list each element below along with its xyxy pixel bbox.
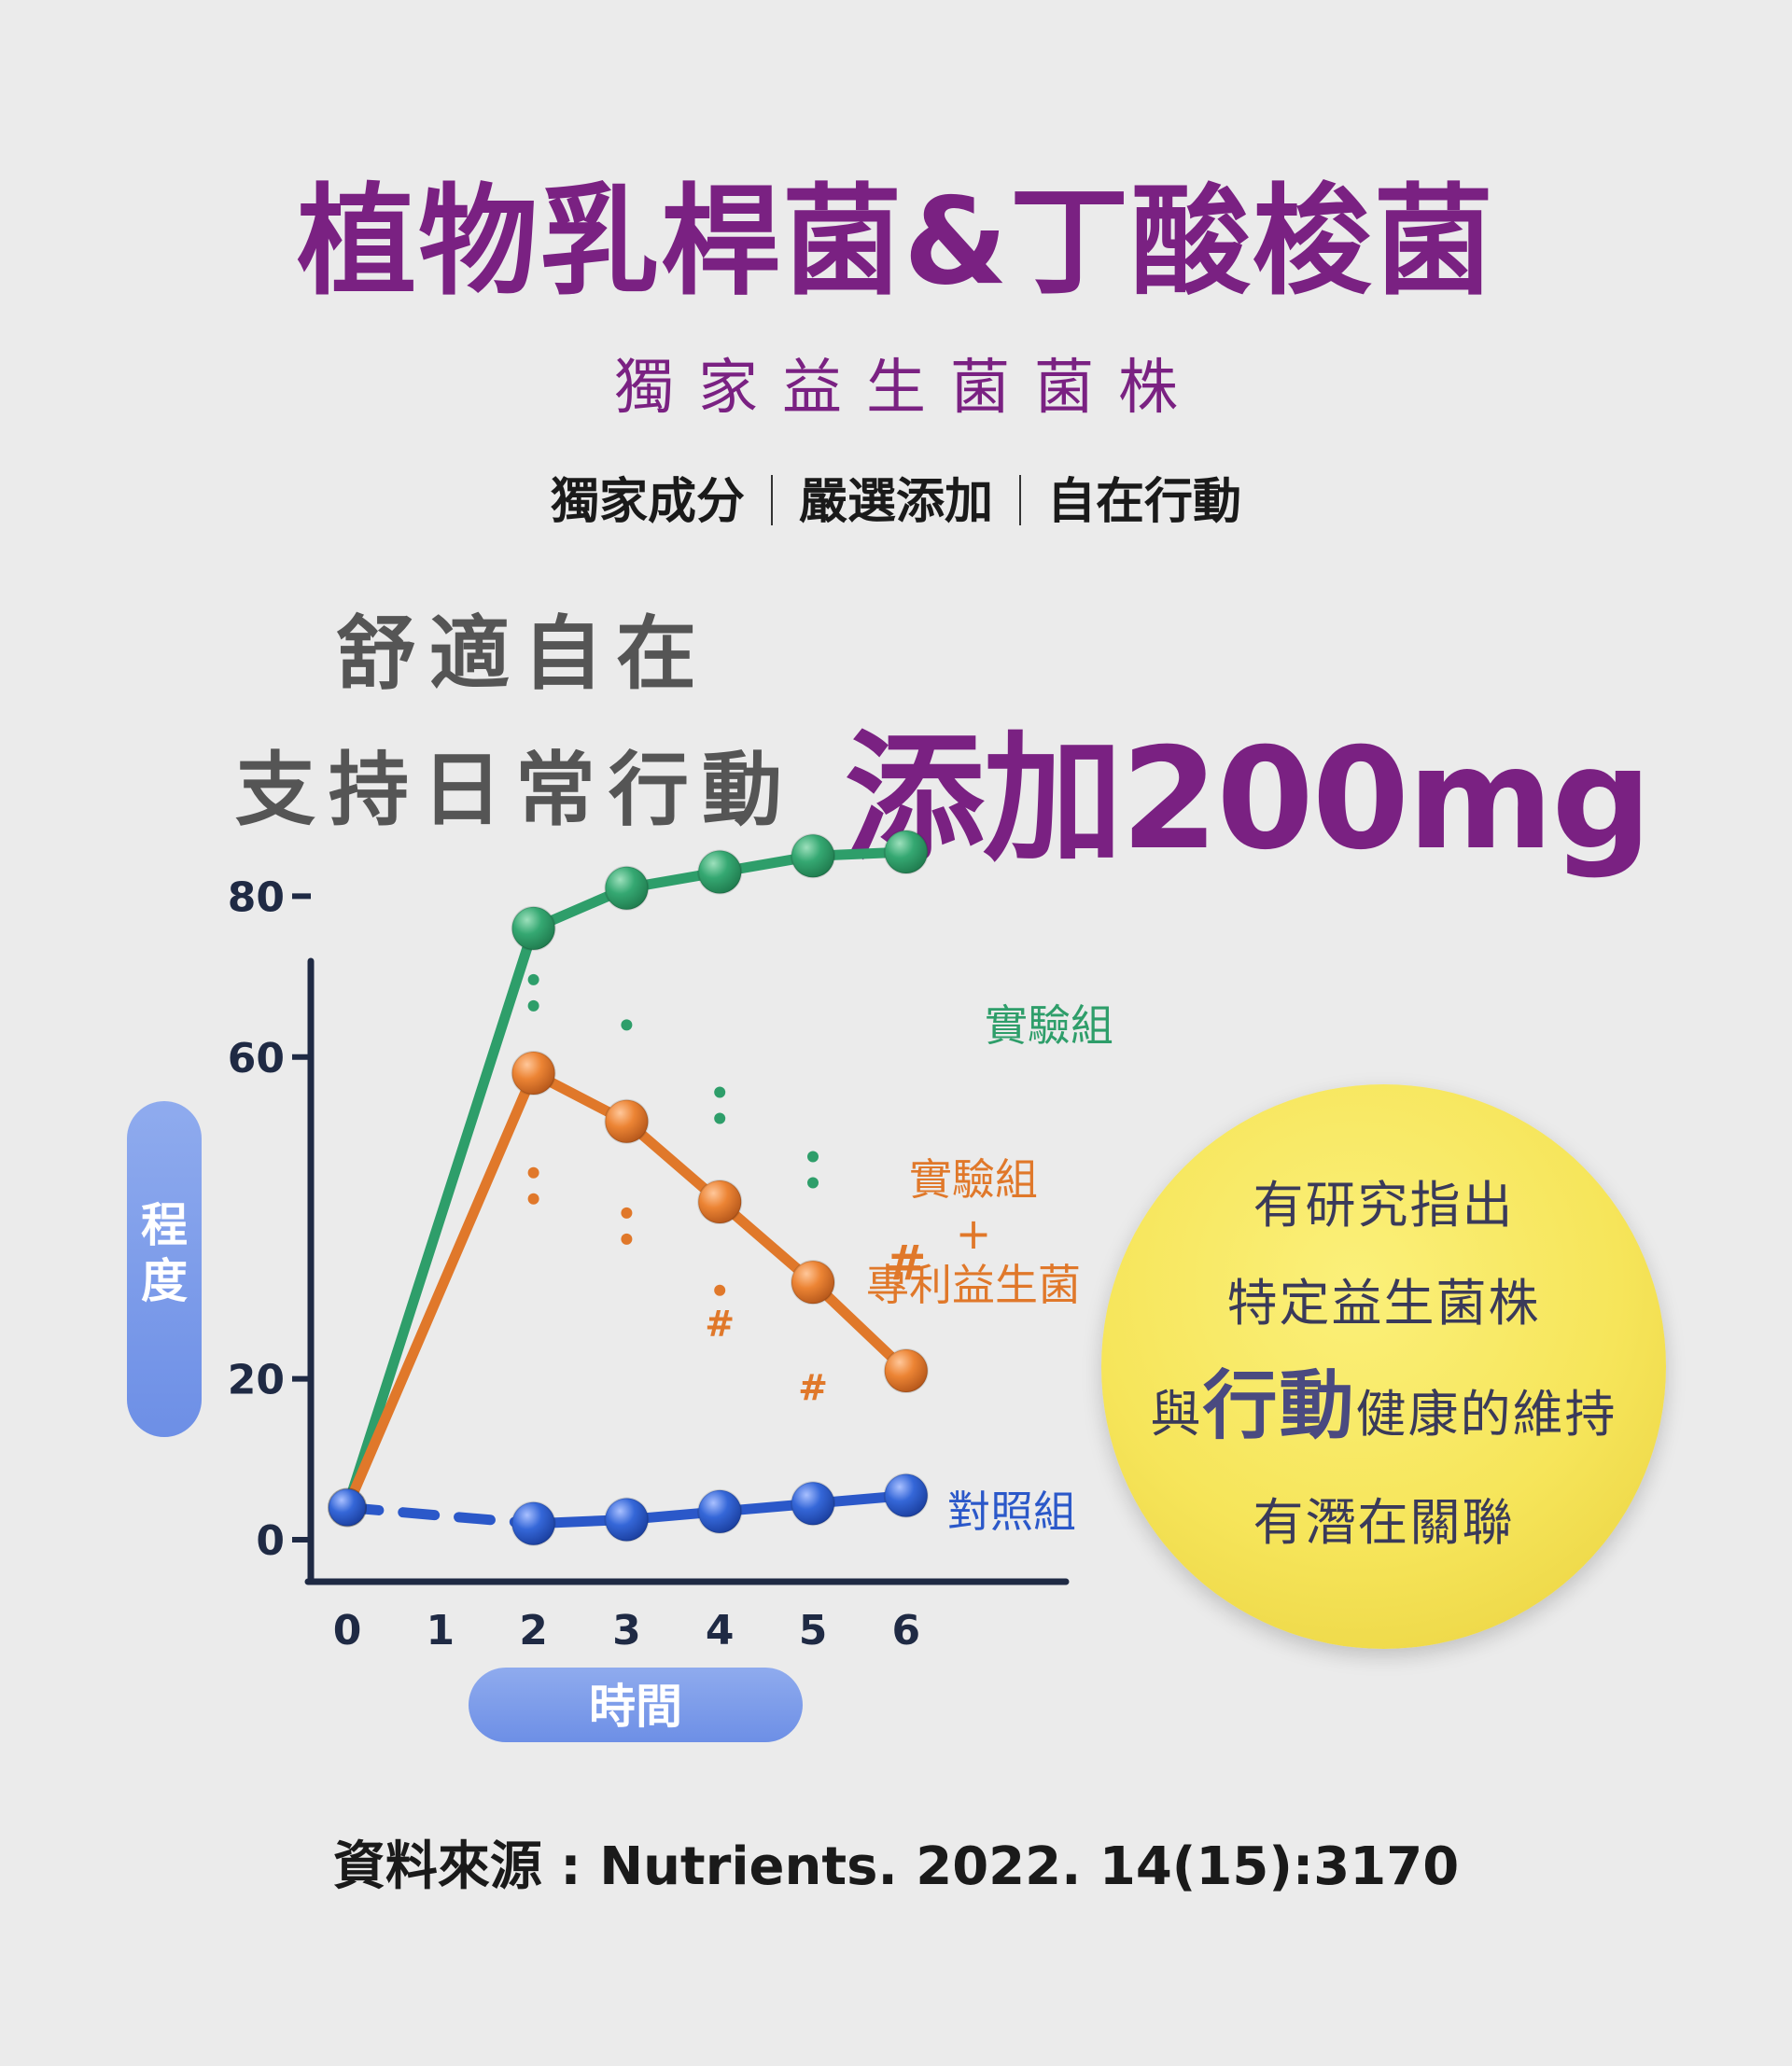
significance-hash: # xyxy=(705,1303,735,1344)
legend-series-1: 實驗組 xyxy=(985,1000,1113,1051)
significance-dot xyxy=(714,1284,726,1296)
x-tick-label: 2 xyxy=(519,1607,548,1654)
significance-dot xyxy=(527,999,539,1012)
y-tick-label: 60 xyxy=(228,1035,285,1082)
y-tick-label: 80 xyxy=(228,873,285,921)
x-tick-label: 1 xyxy=(426,1607,455,1654)
headline-highlight: 添加200mg xyxy=(845,719,1652,881)
legend-series-2: 專利益生菌 xyxy=(866,1260,1081,1310)
series-line-segment xyxy=(342,923,539,1514)
chart-axes: 0 20 60 80 0 1 2 3 4 5 6 xyxy=(228,873,1070,1654)
significance-dot xyxy=(621,1019,633,1031)
x-tick-label: 0 xyxy=(333,1607,362,1654)
chart-series-points xyxy=(328,829,929,1546)
data-point xyxy=(511,1051,556,1096)
data-point xyxy=(697,849,743,895)
x-axis-label: 時間 xyxy=(589,1680,682,1734)
page-title: 植物乳桿菌&丁酸梭菌 xyxy=(297,173,1495,312)
significance-dot xyxy=(807,1151,819,1163)
series-line-segment xyxy=(342,1502,539,1529)
series-line-segment xyxy=(342,1068,539,1514)
tagline-item: 嚴選添加 xyxy=(798,474,993,530)
legend-series-2: + xyxy=(956,1208,992,1259)
data-point xyxy=(604,1098,650,1144)
data-point xyxy=(328,1487,367,1528)
headline-line-2: 支持日常行動 xyxy=(235,744,795,837)
significance-dot xyxy=(527,973,539,985)
significance-dot xyxy=(527,1166,539,1179)
y-tick-label: 0 xyxy=(256,1517,285,1565)
significance-dot xyxy=(527,1193,539,1205)
tagline: 獨家成分 嚴選添加 自在行動 xyxy=(0,462,1792,532)
significance-dot xyxy=(714,1112,726,1124)
callout-line-3-pre: 與 xyxy=(1150,1385,1203,1444)
chart-annotations: # # # xyxy=(527,973,927,1408)
data-point xyxy=(791,1481,835,1527)
callout-line-3-post: 健康的維持 xyxy=(1355,1385,1617,1444)
tagline-divider xyxy=(1019,475,1021,525)
x-axis-pill xyxy=(469,1668,803,1742)
significance-dot xyxy=(807,1177,819,1189)
y-axis-pill xyxy=(127,1101,202,1437)
significance-dot xyxy=(714,1086,726,1098)
tagline-item: 自在行動 xyxy=(1047,474,1242,530)
tagline-item: 獨家成分 xyxy=(550,474,745,530)
callout-emphasis: 行動 xyxy=(1202,1362,1356,1449)
legend-series-3: 對照組 xyxy=(947,1487,1076,1537)
data-point xyxy=(511,905,556,951)
callout-line-4: 有潛在關聯 xyxy=(1253,1493,1515,1552)
callout-line-1: 有研究指出 xyxy=(1253,1176,1515,1235)
data-point xyxy=(791,1260,835,1305)
data-point xyxy=(883,829,929,874)
data-point xyxy=(791,833,835,879)
callout-line-3: 與行動健康的維持 xyxy=(1101,1346,1666,1454)
legend-series-2: 實驗組 xyxy=(909,1154,1038,1205)
x-tick-label: 4 xyxy=(706,1607,735,1654)
significance-hash: # xyxy=(798,1367,828,1408)
significance-dot xyxy=(621,1233,633,1245)
callout-circle: 有研究指出 特定益生菌株 與行動健康的維持 有潛在關聯 xyxy=(1101,1084,1666,1649)
y-axis-label: 程度 xyxy=(141,1198,188,1308)
significance-dot xyxy=(621,1207,633,1219)
chart-series-lines xyxy=(342,846,912,1529)
data-point xyxy=(604,1497,650,1543)
x-tick-label: 5 xyxy=(799,1607,828,1654)
x-tick-label: 3 xyxy=(612,1607,641,1654)
significance-hash: # xyxy=(886,1235,927,1291)
data-point xyxy=(697,1488,743,1534)
tagline-divider xyxy=(770,475,773,525)
data-point xyxy=(604,865,650,911)
source-citation: 資料來源 : Nutrients. 2022. 14(15):3170 xyxy=(332,1836,1460,1897)
callout-line-2: 特定益生菌株 xyxy=(1226,1274,1541,1333)
data-point xyxy=(883,1347,929,1393)
x-tick-label: 6 xyxy=(891,1607,920,1654)
y-tick-label: 20 xyxy=(228,1357,285,1404)
data-point xyxy=(883,1473,929,1518)
data-point xyxy=(697,1179,743,1224)
data-point xyxy=(511,1501,556,1546)
headline-line-1: 舒適自在 xyxy=(336,607,709,701)
page-subtitle: 獨家益生菌菌株 xyxy=(614,354,1202,423)
